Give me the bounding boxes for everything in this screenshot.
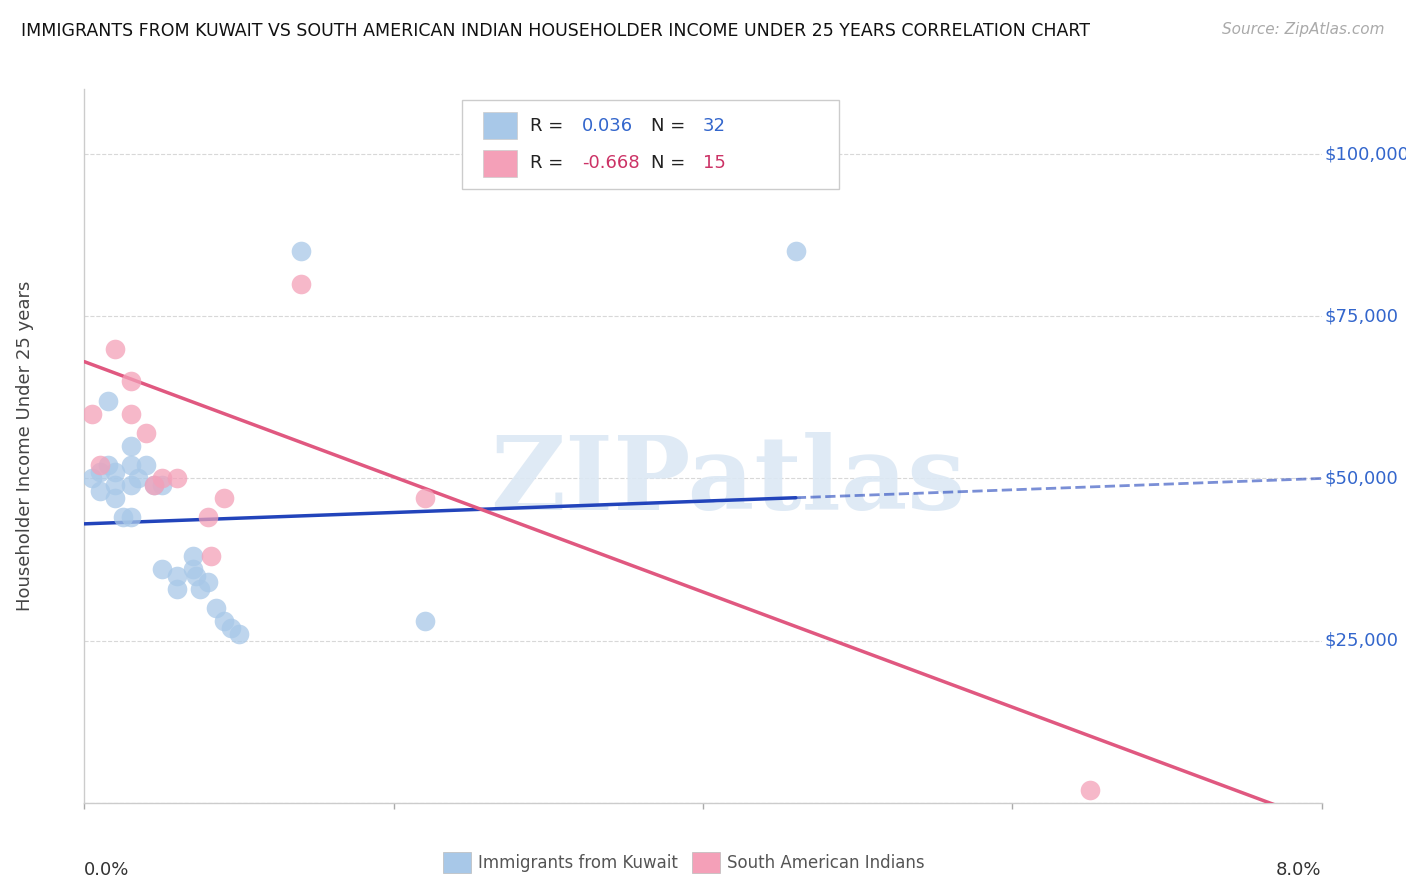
Point — [135, 425, 157, 440]
Point — [413, 491, 436, 505]
Point — [143, 478, 166, 492]
Text: N =: N = — [651, 117, 690, 135]
Text: Householder Income Under 25 years: Householder Income Under 25 years — [15, 281, 34, 611]
Point — [212, 614, 235, 628]
Point — [1078, 782, 1101, 797]
Point — [219, 621, 242, 635]
Point — [290, 244, 312, 259]
FancyBboxPatch shape — [461, 100, 839, 189]
Point — [785, 244, 807, 259]
Point — [104, 342, 127, 356]
Point — [150, 471, 173, 485]
Text: ZIPatlas: ZIPatlas — [491, 433, 966, 531]
Point — [96, 458, 118, 473]
FancyBboxPatch shape — [482, 150, 517, 177]
Text: 0.0%: 0.0% — [84, 861, 129, 880]
Point — [89, 484, 111, 499]
Text: $25,000: $25,000 — [1324, 632, 1398, 649]
Text: 8.0%: 8.0% — [1277, 861, 1322, 880]
Point — [413, 614, 436, 628]
Point — [166, 568, 188, 582]
Point — [120, 478, 142, 492]
Point — [181, 562, 204, 576]
Point — [197, 575, 219, 590]
Text: $100,000: $100,000 — [1324, 145, 1406, 163]
Point — [188, 582, 211, 596]
Point — [166, 582, 188, 596]
Text: 32: 32 — [703, 117, 725, 135]
Point — [120, 439, 142, 453]
Point — [127, 471, 149, 485]
Point — [82, 407, 104, 421]
Point — [112, 510, 135, 524]
Point — [135, 458, 157, 473]
Point — [89, 458, 111, 473]
Point — [120, 510, 142, 524]
Point — [205, 601, 228, 615]
Point — [82, 471, 104, 485]
Point — [89, 465, 111, 479]
Point — [120, 374, 142, 388]
Point — [197, 510, 219, 524]
Text: South American Indians: South American Indians — [727, 854, 925, 871]
Point — [120, 407, 142, 421]
Text: $75,000: $75,000 — [1324, 307, 1398, 326]
Point — [104, 465, 127, 479]
Point — [184, 568, 207, 582]
Point — [290, 277, 312, 291]
Text: Source: ZipAtlas.com: Source: ZipAtlas.com — [1222, 22, 1385, 37]
Point — [104, 491, 127, 505]
Text: 15: 15 — [703, 154, 725, 172]
Point — [120, 458, 142, 473]
Point — [228, 627, 250, 641]
Text: Immigrants from Kuwait: Immigrants from Kuwait — [478, 854, 678, 871]
Text: IMMIGRANTS FROM KUWAIT VS SOUTH AMERICAN INDIAN HOUSEHOLDER INCOME UNDER 25 YEAR: IMMIGRANTS FROM KUWAIT VS SOUTH AMERICAN… — [21, 22, 1090, 40]
Point — [166, 471, 188, 485]
Point — [104, 478, 127, 492]
Point — [200, 549, 222, 564]
Text: R =: R = — [530, 154, 569, 172]
Point — [212, 491, 235, 505]
Point — [96, 393, 118, 408]
Text: 0.036: 0.036 — [582, 117, 633, 135]
Text: -0.668: -0.668 — [582, 154, 640, 172]
Text: N =: N = — [651, 154, 690, 172]
Text: $50,000: $50,000 — [1324, 469, 1398, 487]
Point — [150, 562, 173, 576]
Text: R =: R = — [530, 117, 569, 135]
FancyBboxPatch shape — [482, 112, 517, 139]
Point — [181, 549, 204, 564]
Point — [150, 478, 173, 492]
Point — [143, 478, 166, 492]
